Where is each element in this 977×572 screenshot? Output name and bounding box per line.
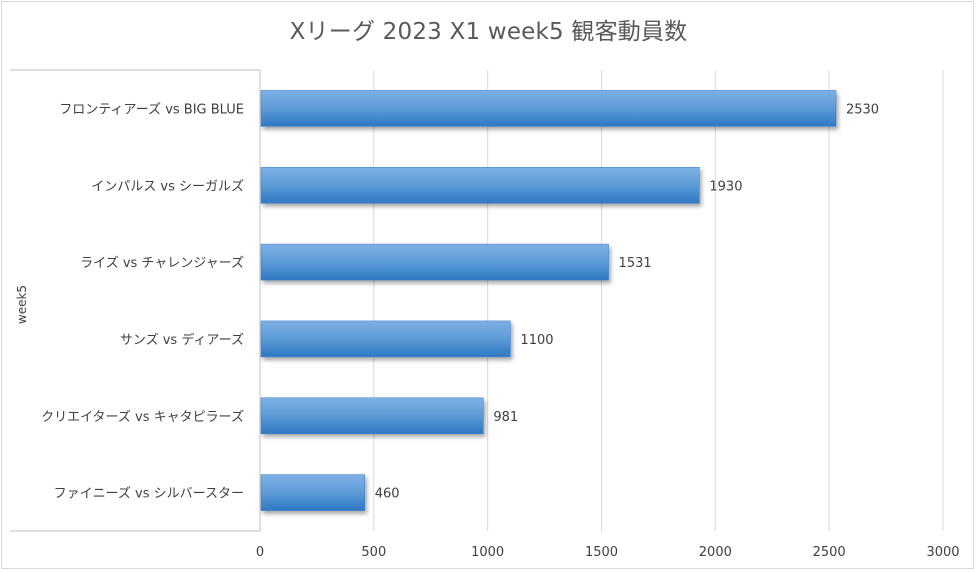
- category-label: サンズ vs ディアーズ: [120, 332, 244, 348]
- chart-title: Xリーグ 2023 X1 week5 観客動員数: [289, 19, 688, 45]
- bars: [260, 90, 837, 511]
- x-tick-label: 500: [361, 545, 386, 560]
- x-tick-label: 2000: [699, 545, 732, 560]
- data-label: 1100: [520, 333, 553, 348]
- x-tick-label: 0: [256, 545, 264, 560]
- bar: [260, 320, 511, 358]
- category-label: ライズ vs チャレンジャーズ: [80, 255, 244, 271]
- data-label: 1531: [619, 256, 652, 271]
- data-label: 1930: [709, 179, 742, 194]
- bar: [260, 167, 700, 204]
- axes: [10, 69, 261, 532]
- category-label: インパルス vs シーガルズ: [91, 178, 244, 194]
- x-tick-label: 1000: [471, 545, 504, 560]
- bar: [260, 474, 365, 511]
- category-label: クリエイターズ vs キャタピラーズ: [41, 409, 244, 425]
- data-label: 2530: [846, 102, 879, 117]
- category-label: ファイニーズ vs シルバースター: [54, 486, 244, 502]
- bar: [260, 90, 837, 127]
- x-tick-label: 1500: [585, 545, 618, 560]
- bar: [260, 243, 609, 281]
- labels: 0 500 1000 1500 2000 2500 3000 week5 フロンティアーズ vs…: [15, 101, 960, 560]
- gridlines: [373, 70, 944, 531]
- data-label: 981: [493, 410, 518, 425]
- data-label: 460: [375, 487, 400, 502]
- bar: [260, 397, 484, 434]
- y-axis-group-label: week5: [15, 285, 29, 324]
- x-tick-label: 2500: [813, 545, 846, 560]
- category-label: フロンティアーズ vs BIG BLUE: [59, 101, 244, 117]
- x-tick-label: 3000: [926, 545, 959, 560]
